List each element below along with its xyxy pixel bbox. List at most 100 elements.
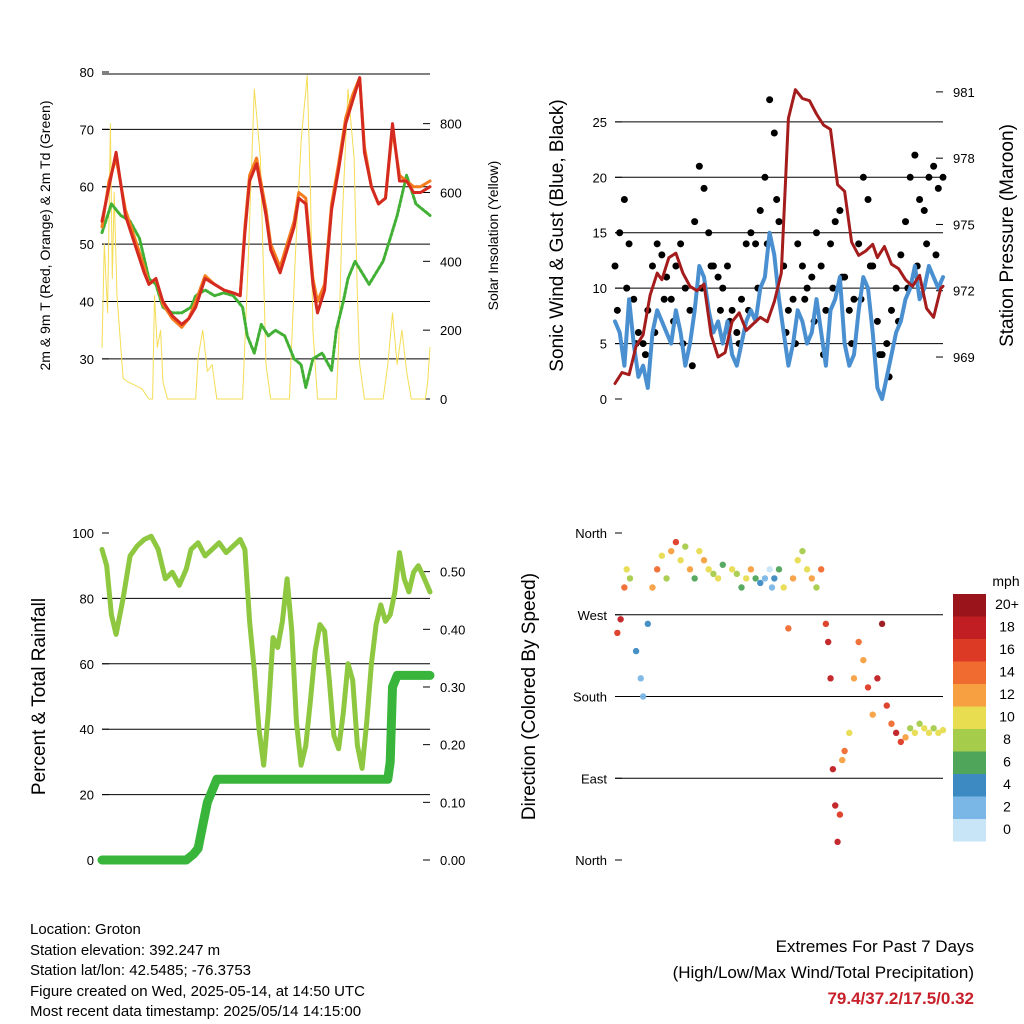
gust-point <box>707 262 715 270</box>
y-tick-label: 40 <box>80 294 94 309</box>
direction-point <box>808 575 815 582</box>
colorbar-swatch <box>953 639 986 662</box>
y-tick-label: 20 <box>80 788 94 803</box>
direction-point <box>864 684 872 691</box>
direction-point <box>888 720 895 727</box>
series-rh <box>99 533 433 771</box>
series-pressure <box>613 88 945 385</box>
y-right-tick-label: 0 <box>440 392 447 407</box>
direction-point <box>841 747 848 755</box>
gust-point <box>822 306 830 314</box>
direction-point <box>775 566 783 573</box>
y-right-tick-label: 400 <box>440 254 462 269</box>
gust-point <box>766 96 774 104</box>
direction-point <box>799 547 806 555</box>
gust-point <box>681 284 689 292</box>
gust-point <box>752 240 760 248</box>
gust-point <box>686 306 694 314</box>
gust-point <box>641 351 649 359</box>
direction-point <box>897 738 905 746</box>
y-tick-label: North <box>575 526 607 541</box>
gust-point <box>695 162 703 170</box>
y-axis-label: 2m & 9m T (Red, Orange) & 2m Td (Green) <box>37 101 53 371</box>
direction-point <box>834 838 841 846</box>
colorbar-label: 18 <box>999 619 1015 635</box>
gust-point <box>789 295 797 303</box>
direction-point <box>883 702 890 709</box>
gust-point <box>714 273 722 281</box>
direction-point <box>686 566 694 573</box>
gust-point <box>660 295 668 303</box>
gust-point <box>864 195 872 203</box>
gust-point <box>827 240 835 248</box>
y-tick-label: East <box>581 771 607 786</box>
winds-panel: 0 5 10 15 20 25 969 972 975 978 981 Sonic Wind & Gu… <box>547 85 1018 407</box>
direction-point <box>836 811 844 818</box>
gust-point <box>866 262 874 270</box>
direction-point <box>874 675 881 682</box>
colorbar-label: 8 <box>1003 731 1011 747</box>
y-tick-label: South <box>573 690 607 705</box>
gust-point <box>742 240 750 248</box>
colorbar-swatch <box>953 661 986 684</box>
y-tick-label: 0 <box>87 853 94 868</box>
gust-point <box>747 229 755 237</box>
direction-point <box>822 620 830 628</box>
gust-point <box>756 207 764 215</box>
gust-point <box>897 251 905 259</box>
direction-point <box>658 552 666 559</box>
extremes-title: Extremes For Past 7 Days <box>775 937 974 956</box>
direction-point <box>939 726 947 734</box>
gust-point <box>855 240 863 248</box>
gust-point <box>616 229 624 237</box>
colorbar: mph 20+ 18 16 14 12 10 8 6 4 2 0 <box>953 573 1020 842</box>
gust-point <box>728 306 736 314</box>
direction-point <box>743 575 750 582</box>
y-right-tick-label: 0.50 <box>440 565 465 580</box>
y-tick-label: West <box>578 608 608 623</box>
direction-point <box>921 725 928 732</box>
gust-point <box>934 184 942 192</box>
direction-point <box>925 729 933 737</box>
direction-point <box>878 620 886 628</box>
data-timestamp: Most recent data timestamp: 2025/05/14 1… <box>30 1003 362 1020</box>
y-right-tick-label: 0.30 <box>440 680 465 695</box>
gust-point <box>887 306 895 314</box>
direction-point <box>632 647 640 655</box>
gust-point <box>773 195 781 203</box>
gust-point <box>906 173 914 181</box>
y-right-tick-label: 0.20 <box>440 738 465 753</box>
gust-point <box>803 284 811 292</box>
direction-point <box>850 675 858 682</box>
colorbar-swatch <box>953 616 986 639</box>
gust-point <box>845 306 853 314</box>
gust-point <box>738 295 746 303</box>
y-right-tick-label: 981 <box>953 85 975 100</box>
direction-point <box>817 566 825 573</box>
direction-point <box>747 566 755 573</box>
colorbar-swatch <box>953 594 986 617</box>
direction-point <box>827 675 834 682</box>
direction-point <box>614 629 621 637</box>
colorbar-label: 4 <box>1003 776 1011 792</box>
gust-point <box>623 284 631 292</box>
gust-point <box>817 262 825 270</box>
gust-point <box>653 240 661 248</box>
direction-point <box>696 547 703 555</box>
figure-created: Figure created on Wed, 2025-05-14, at 14… <box>30 982 365 1000</box>
colorbar-label: 20+ <box>995 596 1019 612</box>
station-info: Location: Groton Station elevation: 392.… <box>30 920 365 1023</box>
gust-point <box>784 306 792 314</box>
direction-point <box>789 575 797 582</box>
direction-point <box>714 575 722 582</box>
gust-point <box>648 262 656 270</box>
colorbar-swatch <box>953 774 986 797</box>
gust-point <box>925 173 933 181</box>
direction-point <box>621 584 628 591</box>
colorbar-swatch <box>953 751 986 774</box>
direction-point <box>869 711 876 718</box>
direction-point <box>649 584 656 591</box>
gust-point <box>850 295 858 303</box>
y-right-tick-label: 975 <box>953 217 975 232</box>
gust-point <box>883 340 891 348</box>
